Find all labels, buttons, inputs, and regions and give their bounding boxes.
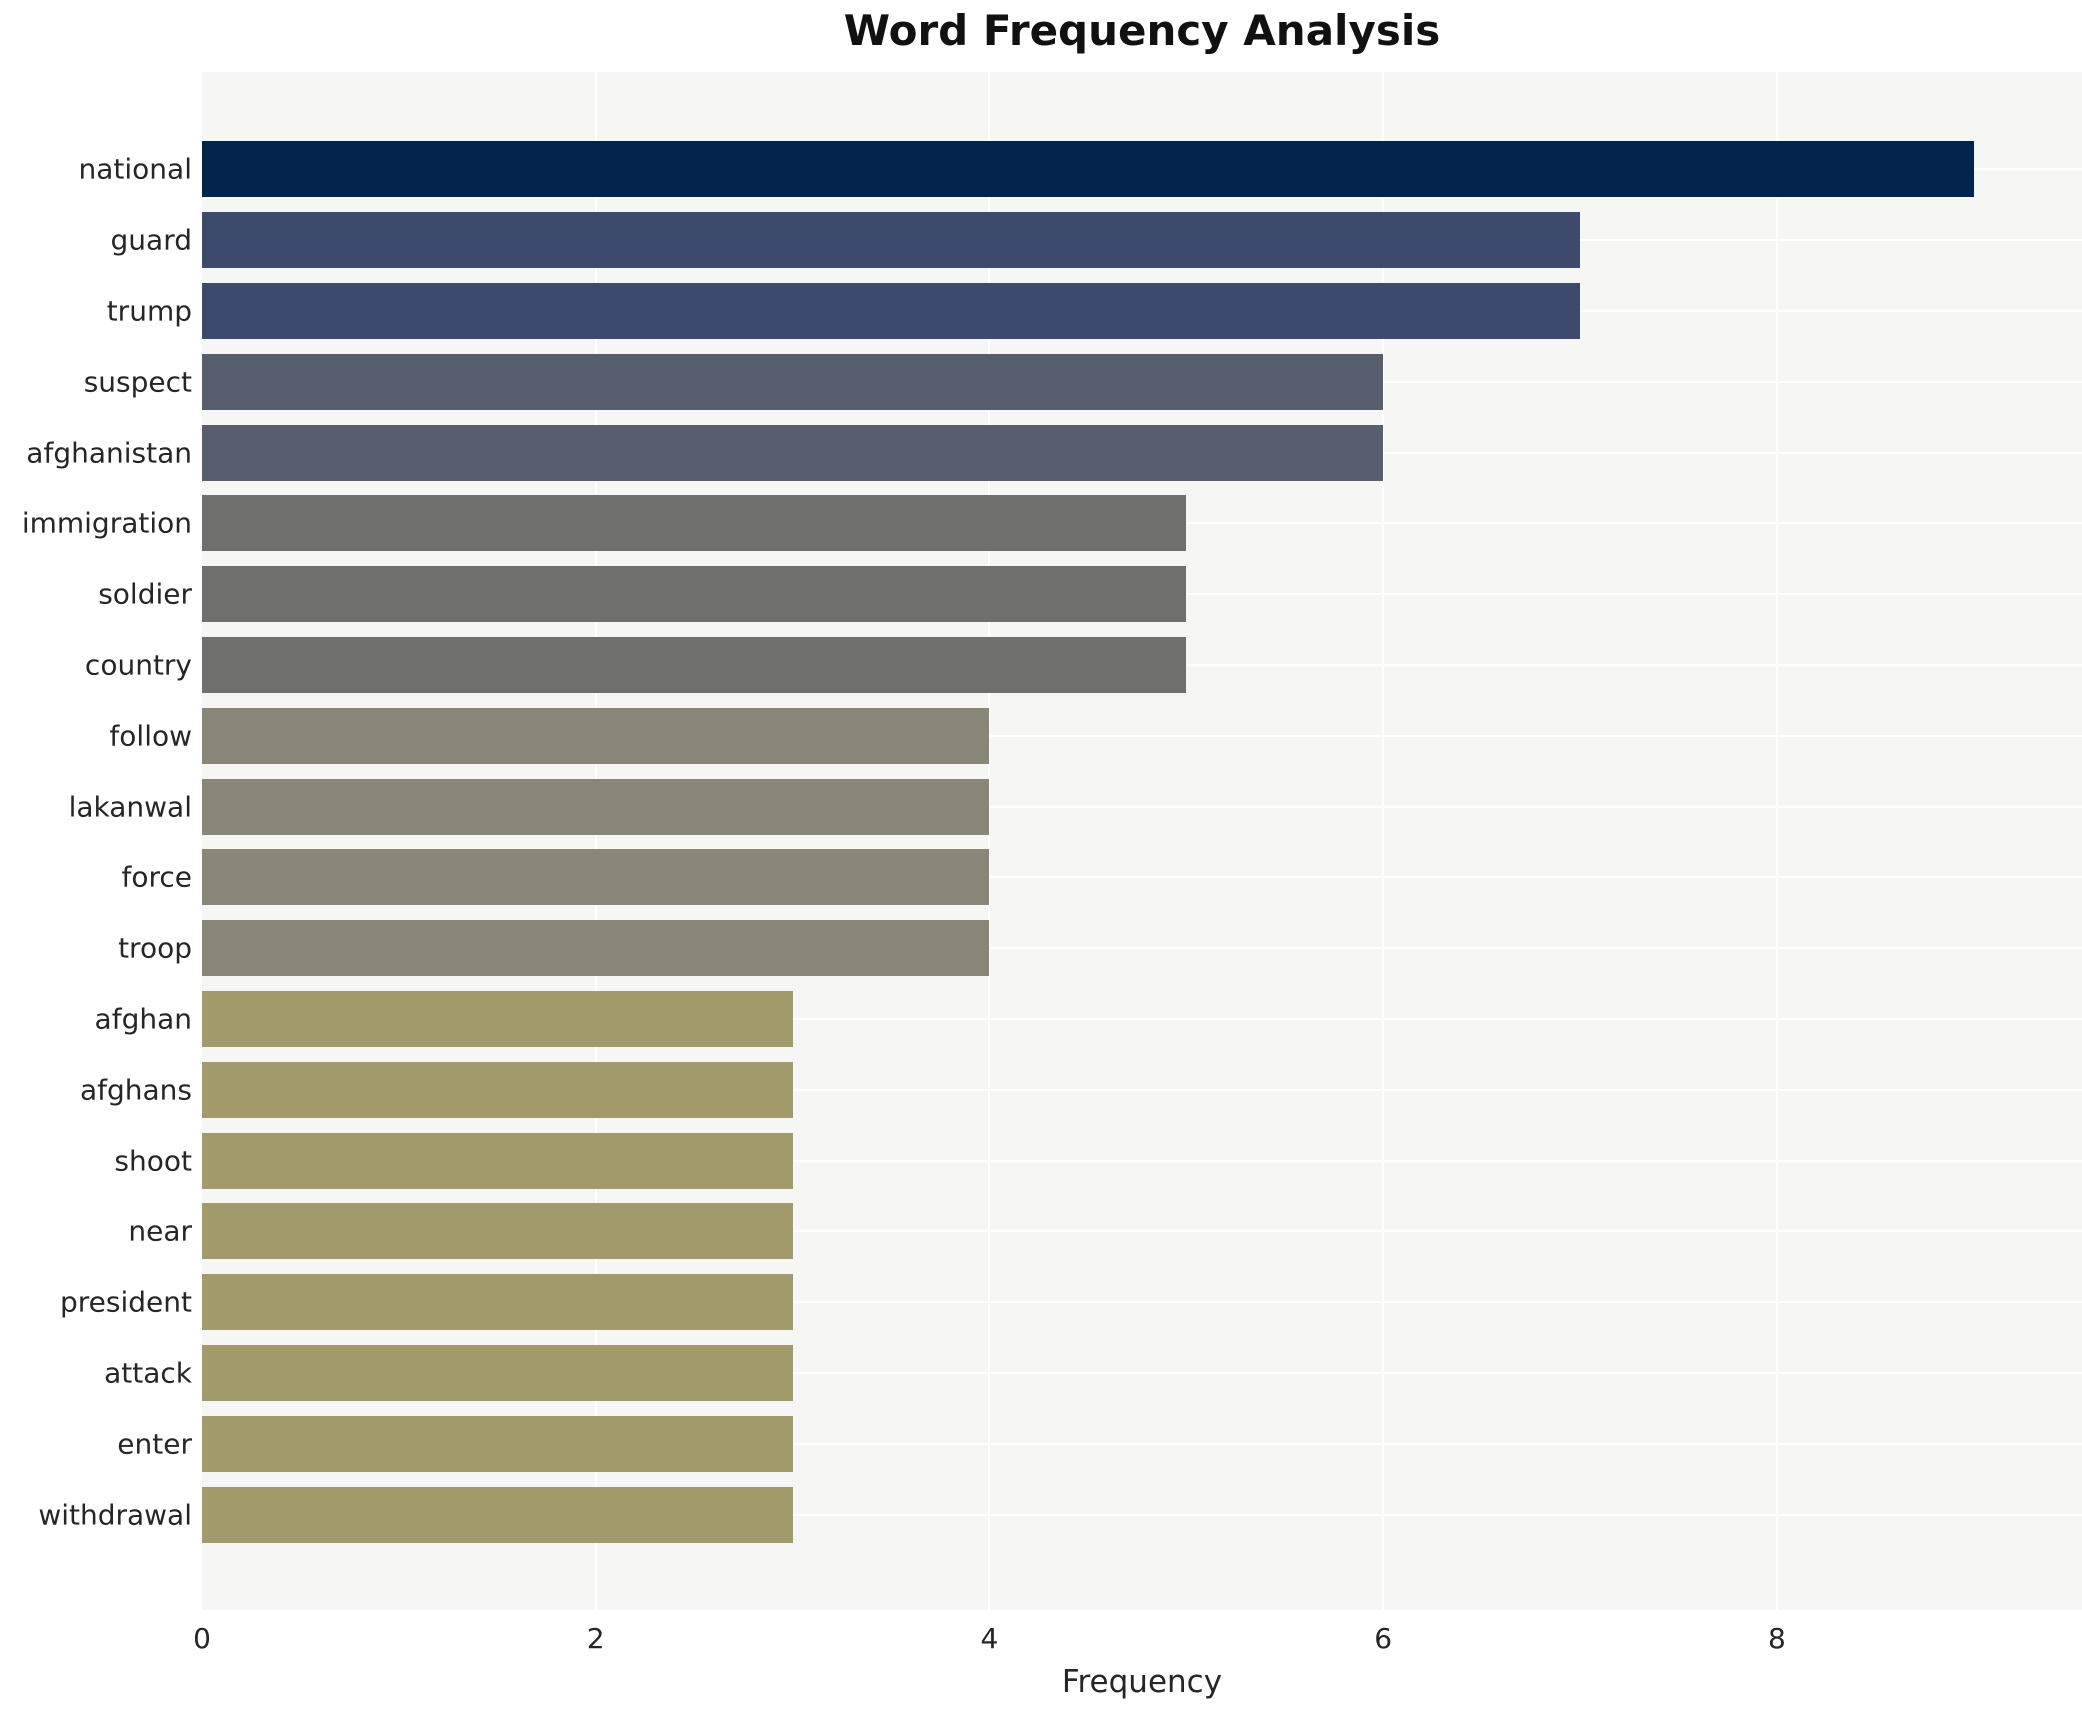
y-gridline (202, 734, 2082, 737)
x-gridline (594, 72, 597, 1610)
y-tick-label-suspect: suspect (83, 365, 192, 399)
bar-suspect (202, 353, 1384, 410)
bar-troop (202, 920, 990, 977)
bar-follow (202, 707, 990, 764)
y-tick-label-immigration: immigration (21, 506, 192, 540)
y-gridline (202, 1230, 2082, 1233)
chart-title: Word Frequency Analysis (843, 6, 1441, 55)
y-tick-label-guard: guard (110, 223, 192, 257)
bar-force (202, 849, 990, 906)
y-gridline (202, 876, 2082, 879)
y-gridline (202, 1159, 2082, 1162)
y-tick-label-near: near (128, 1214, 192, 1248)
bar-near (202, 1203, 793, 1260)
y-gridline (202, 1372, 2082, 1374)
y-tick-label-trump: trump (106, 294, 192, 328)
x-gridline (1382, 72, 1385, 1610)
y-tick-label-afghans: afghans (79, 1073, 192, 1107)
bar-country (202, 637, 1187, 693)
bar-attack (202, 1345, 793, 1401)
bar-afghanistan (202, 424, 1384, 481)
y-tick-label-afghanistan: afghanistan (26, 436, 192, 470)
y-tick-label-attack: attack (104, 1356, 192, 1390)
x-axis-label: Frequency (1061, 1664, 1223, 1700)
bar-enter (202, 1415, 793, 1472)
x-gridline (988, 72, 991, 1610)
bar-president (202, 1274, 793, 1331)
y-tick-label-president: president (60, 1285, 192, 1319)
y-gridline (202, 1513, 2082, 1516)
y-tick-label-national: national (78, 152, 192, 186)
bar-shoot (202, 1132, 793, 1189)
bar-withdrawal (202, 1486, 793, 1543)
y-gridline (202, 805, 2082, 808)
x-tick-label: 0 (193, 1622, 211, 1655)
y-tick-label-enter: enter (117, 1427, 192, 1461)
x-tick-label: 2 (586, 1622, 605, 1655)
bar-immigration (202, 495, 1187, 552)
y-tick-label-force: force (121, 860, 192, 894)
plot-area (202, 72, 2082, 1610)
bar-national (202, 141, 1974, 198)
y-gridline (202, 1018, 2082, 1020)
bar-afghans (202, 1061, 793, 1118)
x-tick-label: 4 (980, 1622, 999, 1655)
y-tick-label-soldier: soldier (98, 577, 192, 611)
x-gridline (1775, 72, 1778, 1610)
bar-guard (202, 212, 1580, 269)
bar-soldier (202, 566, 1187, 623)
y-gridline (202, 1301, 2082, 1304)
y-gridline (202, 1442, 2082, 1445)
bar-afghan (202, 991, 793, 1047)
y-tick-label-withdrawal: withdrawal (38, 1498, 192, 1532)
y-tick-label-troop: troop (118, 931, 192, 965)
y-tick-label-follow: follow (109, 719, 192, 753)
y-tick-label-shoot: shoot (114, 1144, 192, 1178)
x-tick-label: 8 (1767, 1622, 1786, 1655)
y-tick-label-afghan: afghan (94, 1002, 192, 1036)
y-gridline (202, 947, 2082, 950)
bar-lakanwal (202, 778, 990, 835)
y-tick-label-lakanwal: lakanwal (68, 790, 192, 824)
y-tick-label-country: country (84, 648, 192, 682)
bar-trump (202, 283, 1580, 339)
x-tick-label: 6 (1374, 1622, 1393, 1655)
y-gridline (202, 1088, 2082, 1091)
